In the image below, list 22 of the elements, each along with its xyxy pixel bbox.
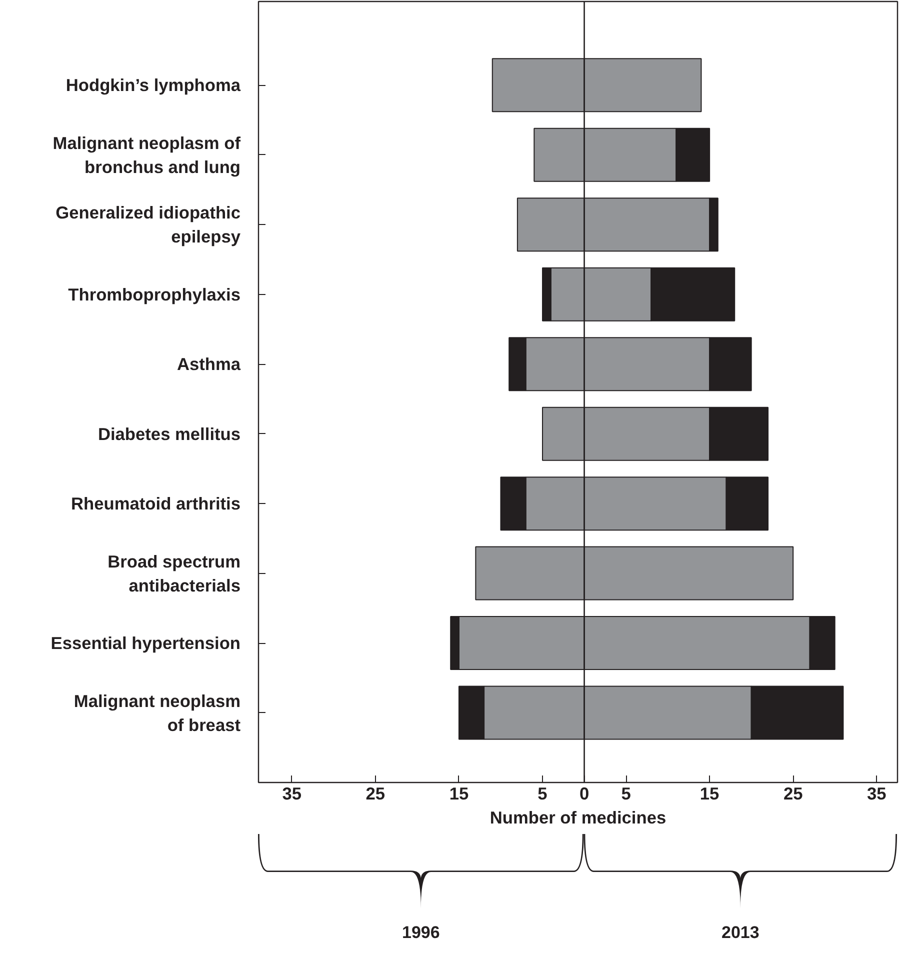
- y-tick-label: Malignant neoplasm of bronchus and lung: [52, 132, 241, 177]
- x-tick-label: 25: [783, 784, 804, 804]
- y-tick-label: Diabetes mellitus: [98, 424, 241, 444]
- x-tick-label: 15: [700, 784, 720, 804]
- y-tick-label: Rheumatoid arthritis: [71, 494, 241, 514]
- y-tick-label: Thromboprophylaxis: [68, 284, 241, 304]
- x-tick-label: 35: [282, 784, 302, 804]
- x-tick-label: 0: [579, 784, 590, 804]
- x-tick-label: 5: [538, 784, 548, 804]
- y-tick-label: Generalized idiopathic epilepsy: [56, 202, 241, 247]
- x-tick-label: 5: [621, 784, 632, 804]
- y-tick-label: Broad spectrum antibacterials: [108, 551, 241, 596]
- text: 1996: [402, 923, 440, 942]
- text: 2013: [721, 923, 760, 942]
- x-tick-label: 35: [866, 784, 887, 804]
- y-tick-label: Essential hypertension: [50, 633, 241, 654]
- y-tick-label: Asthma: [176, 354, 241, 374]
- y-tick-label: Hodgkin’s lymphoma: [66, 75, 241, 96]
- x-tick-label: 25: [366, 784, 386, 804]
- x-axis-title: Number of medicines: [490, 808, 666, 828]
- y-tick-label: Malignant neoplasm of breast: [74, 690, 241, 735]
- x-tick-label: 15: [449, 784, 469, 804]
